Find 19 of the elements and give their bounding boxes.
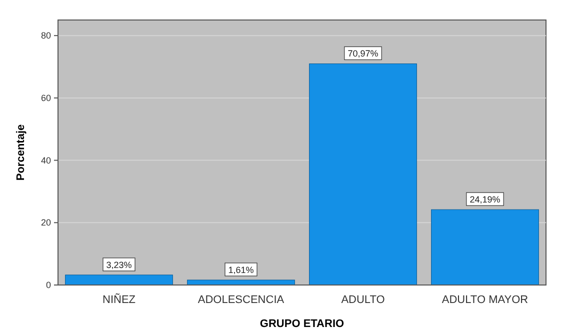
y-tick-label: 80 <box>40 30 51 41</box>
data-label: 70,97% <box>348 48 378 59</box>
y-tick-label: 40 <box>40 155 51 166</box>
y-tick-label: 0 <box>46 280 51 290</box>
y-tick-label: 60 <box>40 92 51 103</box>
x-tick-label: ADULTO MAYOR <box>442 294 528 306</box>
y-axis-title: Porcentaje <box>15 124 27 181</box>
data-label: 24,19% <box>470 194 500 205</box>
x-axis-title: GRUPO ETARIO <box>260 318 345 329</box>
data-label: 3,23% <box>106 260 132 270</box>
y-tick-label: 20 <box>40 218 51 228</box>
data-label: 1,61% <box>228 264 254 275</box>
bar <box>431 209 539 286</box>
x-tick-label: NIÑEZ <box>102 293 136 306</box>
bar <box>65 274 173 286</box>
bar <box>309 63 417 286</box>
x-tick-label: ADULTO <box>341 294 386 306</box>
x-tick-label: ADOLESCENCIA <box>198 294 285 306</box>
bar <box>187 280 295 286</box>
